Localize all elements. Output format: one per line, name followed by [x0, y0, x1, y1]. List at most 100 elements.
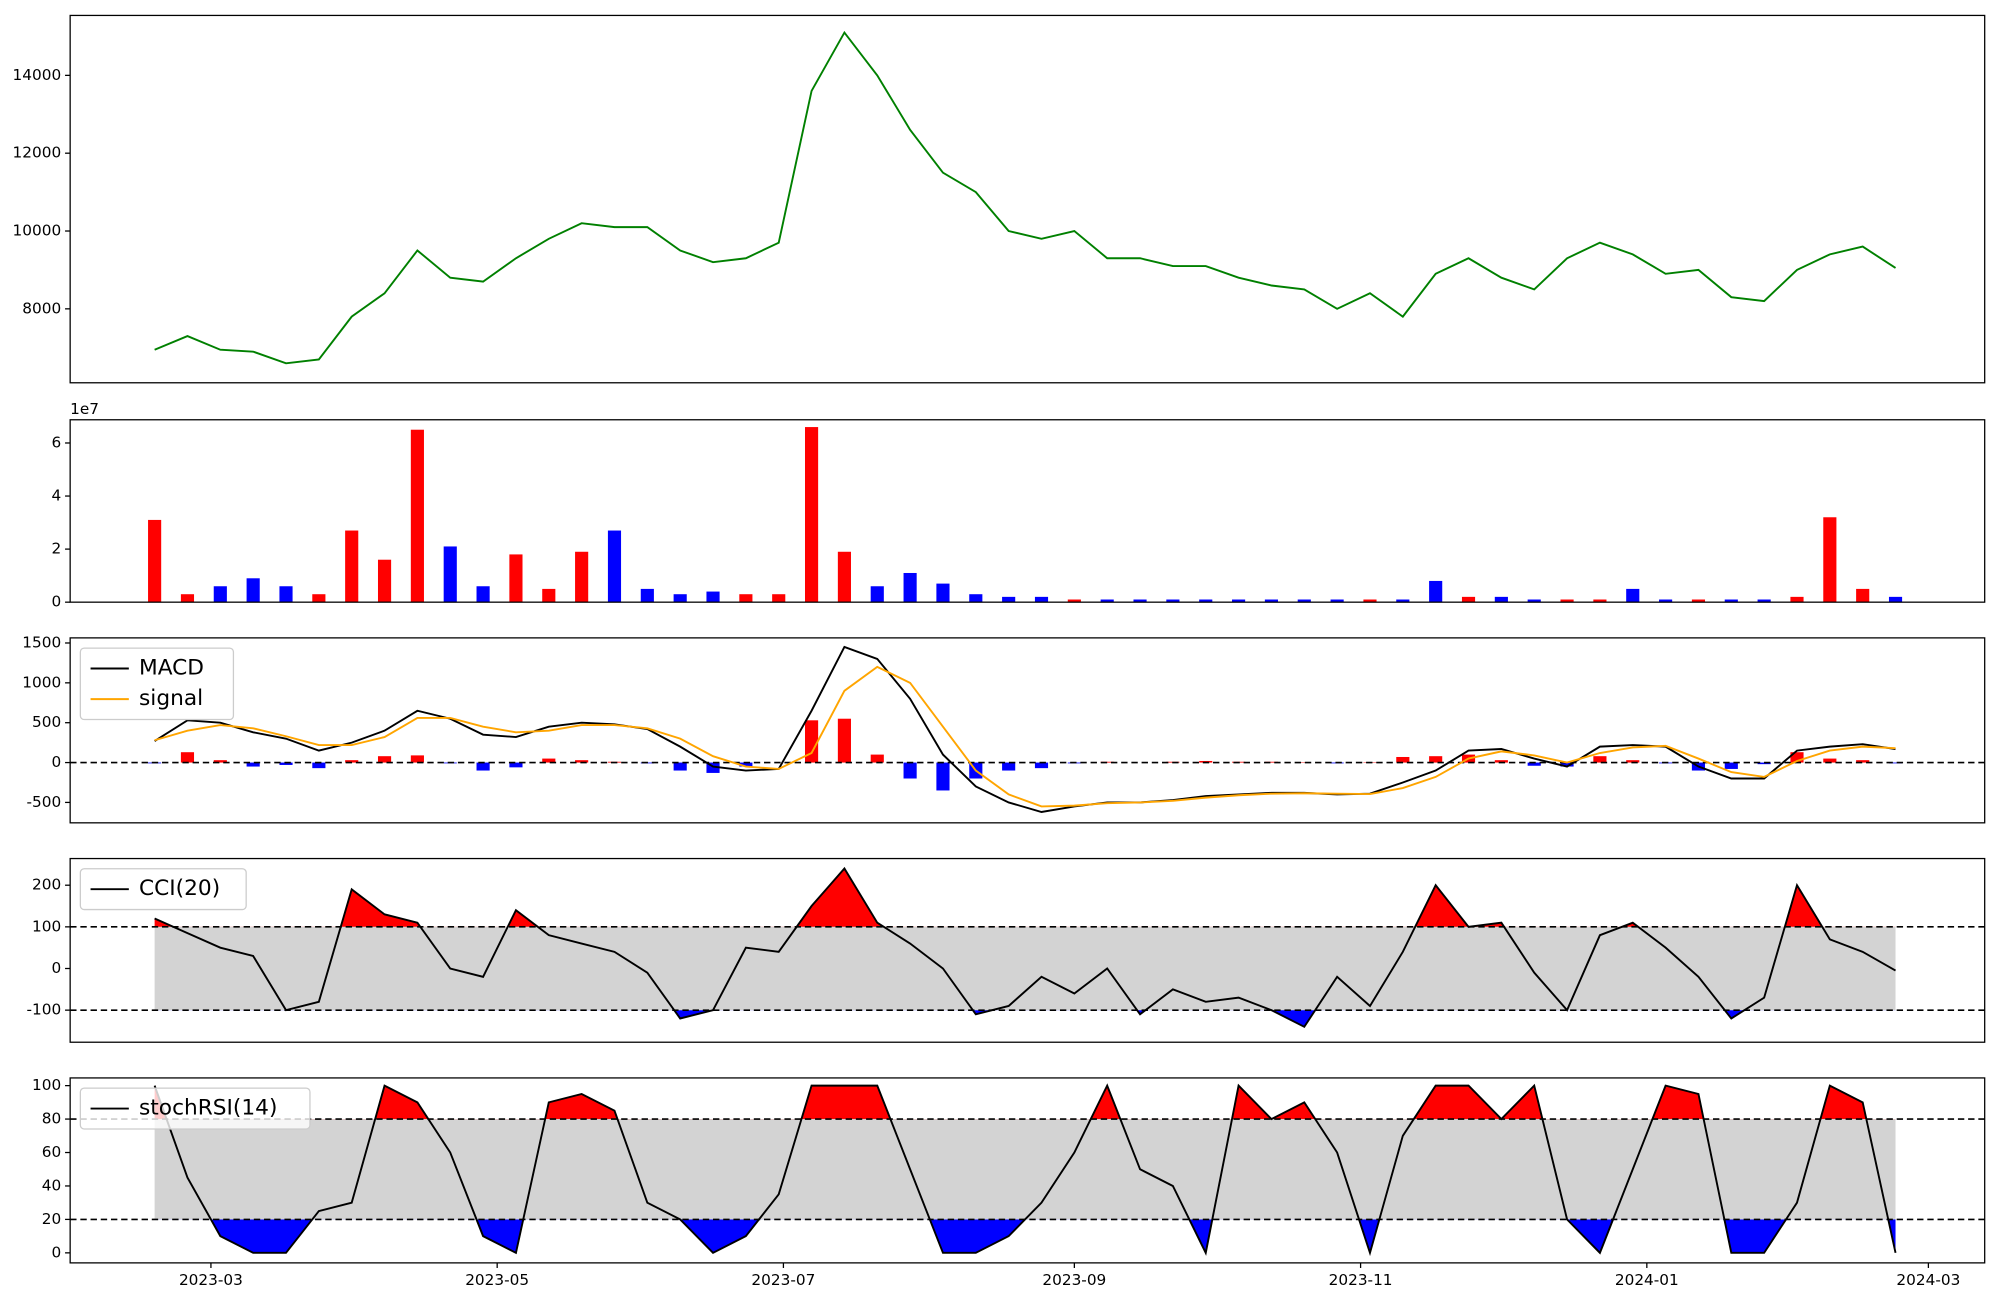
plot-area — [148, 427, 1903, 603]
indicator-line — [153, 1083, 1897, 1257]
volume-bar — [1659, 599, 1673, 603]
y-tick-label: 6 — [51, 433, 61, 451]
y-tick-label: 500 — [32, 713, 61, 731]
y-tick-label: 0 — [51, 753, 61, 771]
y-tick-label: 60 — [42, 1143, 61, 1161]
histogram-bar — [1002, 762, 1016, 771]
volume-bar — [148, 519, 162, 603]
overbought-fill — [154, 1085, 1896, 1120]
histogram-bar — [1396, 756, 1410, 763]
plot-area — [154, 30, 1897, 365]
volume-bar — [509, 554, 523, 603]
legend: stochRSI(14) — [79, 1087, 311, 1130]
volume-bar — [1232, 599, 1246, 603]
volume-bar — [1527, 599, 1541, 603]
volume-bar — [1166, 599, 1180, 603]
histogram-bar — [1034, 762, 1049, 769]
volume-bar — [936, 583, 950, 603]
volume-bar — [969, 594, 983, 603]
histogram-bar — [870, 754, 884, 763]
histogram-bar — [1527, 762, 1541, 766]
histogram-bar — [542, 758, 556, 763]
volume-bar — [1691, 599, 1706, 603]
volume-bar — [673, 594, 687, 603]
oversold-fill — [210, 1219, 1896, 1253]
histogram-bar — [936, 762, 950, 791]
y-tick-label: 80 — [42, 1110, 61, 1128]
x-tick-label: 2024-03 — [1896, 1271, 1960, 1289]
plot-area — [70, 1083, 1985, 1257]
y-tick-label: 14000 — [13, 66, 62, 84]
volume-bar — [443, 546, 457, 603]
histogram-bar — [1494, 760, 1508, 763]
price-line — [154, 30, 1897, 365]
y-tick-label: 12000 — [13, 144, 62, 162]
x-tick-label: 2023-11 — [1329, 1271, 1393, 1289]
y-tick-label: 20 — [42, 1210, 61, 1228]
histogram-bar — [1593, 756, 1607, 763]
volume-bar — [1461, 596, 1476, 603]
histogram-bar — [575, 760, 589, 763]
histogram-bar — [279, 762, 293, 765]
y-tick-label: -100 — [27, 1001, 62, 1019]
volume-bar — [1330, 599, 1344, 603]
volume-bar — [870, 586, 884, 603]
volume-bar — [180, 594, 195, 603]
histogram-bar — [903, 762, 917, 779]
histogram-bar — [476, 762, 490, 771]
volume-bar — [1856, 588, 1870, 603]
volume-bar — [345, 530, 359, 603]
volume-bar — [739, 594, 753, 603]
y-offset-label: 1e7 — [70, 400, 99, 418]
histogram-bar — [1823, 758, 1837, 763]
volume-bar — [1034, 596, 1049, 603]
y-tick-label: 0 — [51, 593, 61, 611]
y-tick-label: 200 — [32, 876, 61, 894]
legend-box — [79, 868, 247, 911]
volume-bar — [213, 586, 227, 603]
legend-label: MACD — [139, 655, 204, 680]
histogram-bar — [312, 762, 326, 769]
histogram-bar — [739, 762, 753, 767]
histogram-bar — [673, 762, 687, 771]
axes-frame — [69, 419, 1986, 603]
histogram-bar — [837, 718, 851, 763]
y-tick-label: 100 — [32, 917, 61, 935]
volume-bar — [772, 594, 786, 603]
volume-bar — [279, 586, 293, 603]
volume-bar — [1560, 599, 1574, 603]
legend-box — [79, 647, 235, 721]
axes-frame — [69, 14, 1986, 384]
volume-bar — [607, 530, 622, 603]
volume-bar — [804, 427, 819, 603]
legend-label: CCI(20) — [139, 876, 220, 901]
histogram-bar — [1626, 760, 1640, 763]
legend-label: stochRSI(14) — [139, 1096, 277, 1121]
x-tick-label: 2023-03 — [179, 1271, 243, 1289]
legend: CCI(20) — [79, 868, 247, 911]
y-tick-label: -500 — [27, 793, 62, 811]
y-tick-label: 100 — [32, 1076, 61, 1094]
y-tick-label: 4 — [51, 487, 61, 505]
volume-bar — [377, 559, 392, 603]
histogram-bar — [1429, 756, 1443, 763]
histogram-bar — [1856, 760, 1870, 763]
volume-bar — [1396, 599, 1410, 603]
histogram-bar — [345, 760, 359, 763]
volume-bar — [1724, 599, 1738, 603]
axes-frame — [69, 1077, 1986, 1264]
plot-area — [70, 645, 1985, 813]
volume-bar — [1297, 599, 1311, 603]
y-tick-label: 1500 — [22, 633, 61, 651]
histogram-bar — [1790, 752, 1804, 763]
y-tick-label: 0 — [51, 1243, 61, 1261]
volume-bar — [837, 551, 851, 603]
x-tick-label: 2023-09 — [1042, 1271, 1106, 1289]
histogram-bar — [1264, 761, 1279, 763]
y-tick-label: 2 — [51, 540, 61, 558]
legend-box — [79, 1087, 311, 1130]
volume-bar — [706, 591, 720, 603]
neutral-band — [154, 926, 1896, 1011]
histogram-bar — [1724, 762, 1738, 769]
y-tick-label: 0 — [51, 959, 61, 977]
